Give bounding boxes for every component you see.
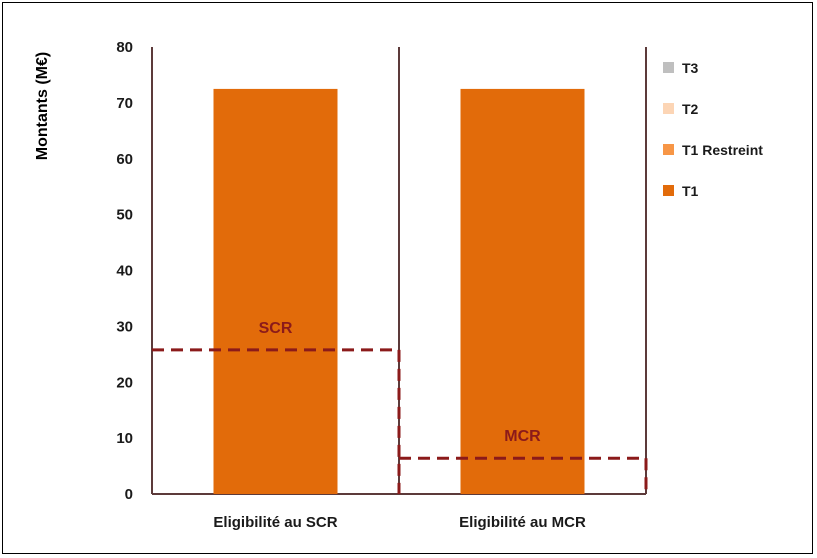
y-tick-label: 60 [116,151,133,168]
y-tick-label: 40 [116,263,133,280]
legend-swatch [663,185,674,196]
legend-label: T2 [682,101,699,117]
axes-group: 0 10 20 30 40 50 60 70 80 Eligibilité au SCR Eligi… [116,39,647,531]
bar-t1 [460,88,585,494]
threshold-lines-group: SCR MCR [152,320,648,494]
y-tick-label: 30 [116,318,133,335]
y-tick-label: 10 [116,430,133,447]
y-tick-label: 20 [116,374,133,391]
legend-swatch [663,103,674,114]
y-tick-label: 80 [116,39,133,56]
legend: T3 T2 T1 Restreint T1 [663,60,763,199]
x-category-label: Eligibilité au SCR [213,514,337,531]
legend-label: T1 Restreint [682,142,763,158]
y-tick-label: 0 [125,486,133,503]
legend-swatch [663,62,674,73]
legend-label: T1 [682,183,699,199]
bars-group [213,88,585,494]
x-category-label: Eligibilité au MCR [459,514,586,531]
scr-label: SCR [259,320,293,337]
legend-swatch [663,144,674,155]
y-tick-label: 50 [116,207,133,224]
mcr-label: MCR [504,428,541,445]
bar-t1 [213,88,338,494]
y-tick-label: 70 [116,95,133,112]
legend-label: T3 [682,60,699,76]
y-axis-label: Montants (M€) [34,52,51,160]
